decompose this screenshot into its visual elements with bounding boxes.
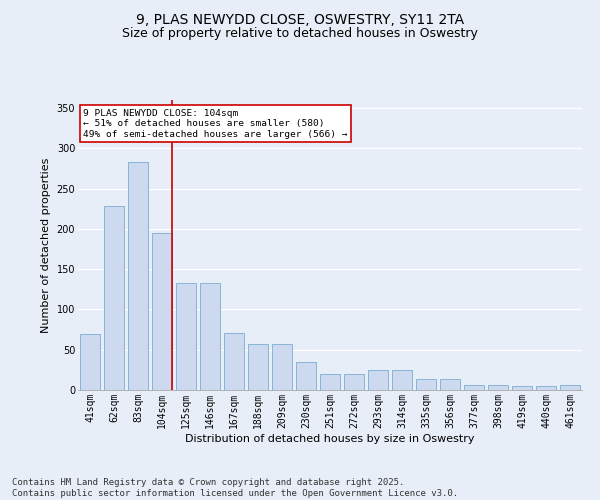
Bar xyxy=(560,385,580,390)
Bar xyxy=(512,386,532,390)
Text: 9 PLAS NEWYDD CLOSE: 104sqm
← 51% of detached houses are smaller (580)
49% of se: 9 PLAS NEWYDD CLOSE: 104sqm ← 51% of det… xyxy=(83,108,347,138)
Bar xyxy=(440,378,460,390)
Bar xyxy=(536,386,556,390)
Bar xyxy=(152,233,172,390)
Bar xyxy=(296,362,316,390)
Bar xyxy=(344,374,364,390)
Bar xyxy=(488,385,508,390)
Bar xyxy=(320,374,340,390)
Bar xyxy=(272,344,292,390)
Text: 9, PLAS NEWYDD CLOSE, OSWESTRY, SY11 2TA: 9, PLAS NEWYDD CLOSE, OSWESTRY, SY11 2TA xyxy=(136,12,464,26)
Bar xyxy=(128,162,148,390)
Bar xyxy=(464,385,484,390)
Text: Contains HM Land Registry data © Crown copyright and database right 2025.
Contai: Contains HM Land Registry data © Crown c… xyxy=(12,478,458,498)
X-axis label: Distribution of detached houses by size in Oswestry: Distribution of detached houses by size … xyxy=(185,434,475,444)
Bar xyxy=(104,206,124,390)
Bar xyxy=(176,283,196,390)
Text: Size of property relative to detached houses in Oswestry: Size of property relative to detached ho… xyxy=(122,28,478,40)
Bar xyxy=(392,370,412,390)
Bar xyxy=(368,370,388,390)
Y-axis label: Number of detached properties: Number of detached properties xyxy=(41,158,51,332)
Bar xyxy=(416,378,436,390)
Bar xyxy=(248,344,268,390)
Bar xyxy=(224,333,244,390)
Bar xyxy=(80,334,100,390)
Bar xyxy=(200,283,220,390)
